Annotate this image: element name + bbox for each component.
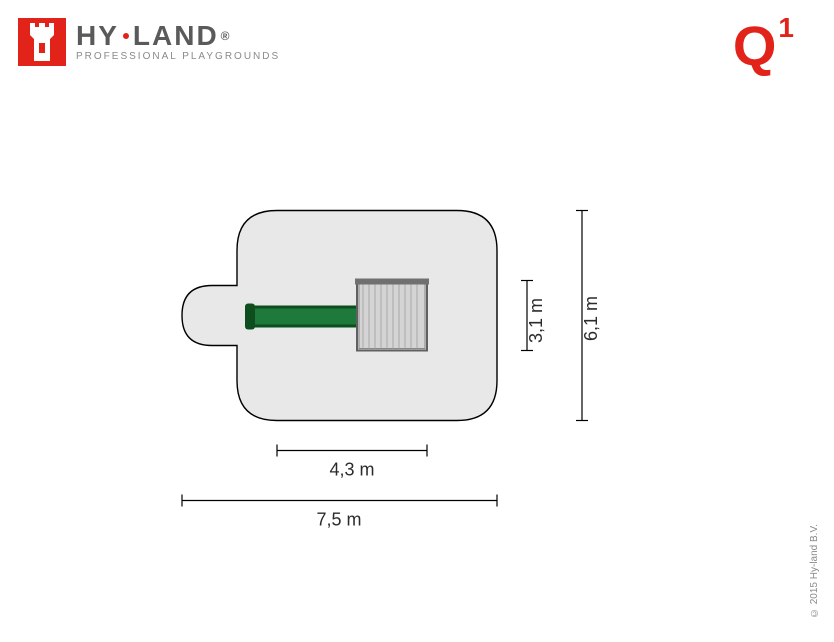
logo-brand-a: HY <box>76 22 119 50</box>
logo-brand-b: LAND <box>133 22 219 50</box>
model-code: Q 1 <box>733 18 794 74</box>
dim-width-outer-label: 7,5 m <box>316 510 361 530</box>
copyright-text: © 2015 Hy-land B.V. <box>809 524 820 618</box>
logo-brand-name: HY LAND ® <box>76 22 280 50</box>
dim-height-inner: 3,1 m <box>521 281 546 351</box>
model-letter: Q <box>733 18 777 74</box>
platform-shape <box>355 279 429 351</box>
dim-width-inner-label: 4,3 m <box>329 460 374 480</box>
logo-trademark: ® <box>221 30 232 42</box>
dim-height-outer: 6,1 m <box>576 211 601 421</box>
footprint-diagram: 3,1 m 6,1 m 4,3 m 7,5 m <box>157 151 677 556</box>
dim-width-outer: 7,5 m <box>182 495 497 530</box>
logo-tagline: PROFESSIONAL PLAYGROUNDS <box>76 52 280 62</box>
logo-text: HY LAND ® PROFESSIONAL PLAYGROUNDS <box>76 22 280 62</box>
dim-height-inner-label: 3,1 m <box>526 298 546 343</box>
logo-dot-icon <box>123 33 129 39</box>
slide-shape <box>245 304 357 330</box>
brand-logo: HY LAND ® PROFESSIONAL PLAYGROUNDS <box>18 18 280 66</box>
dim-width-inner: 4,3 m <box>277 445 427 480</box>
model-number: 1 <box>778 14 794 42</box>
logo-tower-icon <box>18 18 66 66</box>
dim-height-outer-label: 6,1 m <box>581 296 601 341</box>
